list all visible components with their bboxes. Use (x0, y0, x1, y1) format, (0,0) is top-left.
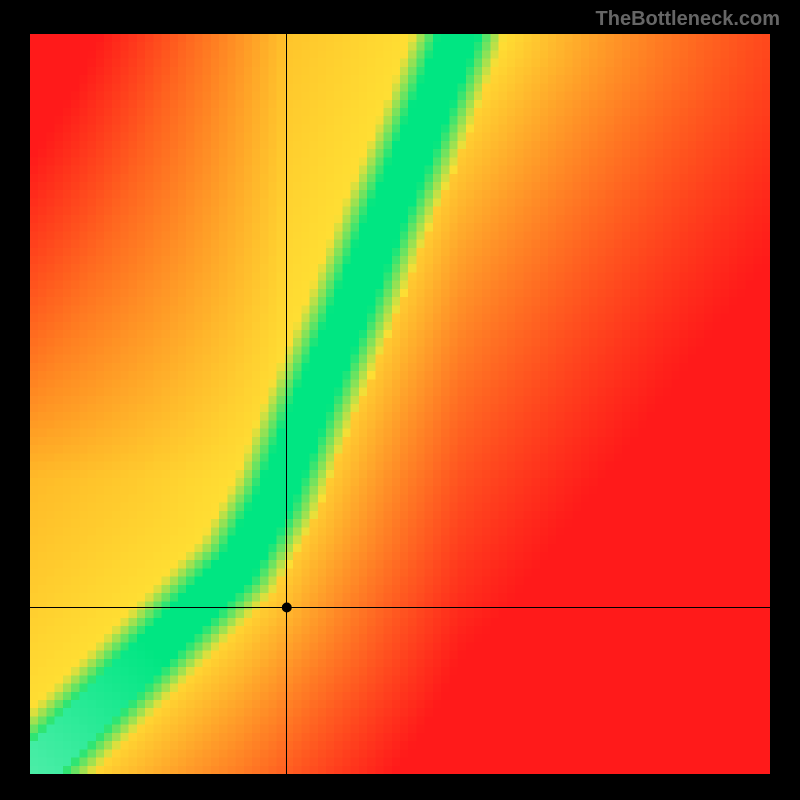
watermark-text: TheBottleneck.com (596, 8, 780, 31)
crosshair-horizontal (30, 607, 770, 608)
plot-frame (30, 34, 770, 774)
marker-overlay (30, 34, 770, 774)
crosshair-vertical (286, 34, 287, 774)
